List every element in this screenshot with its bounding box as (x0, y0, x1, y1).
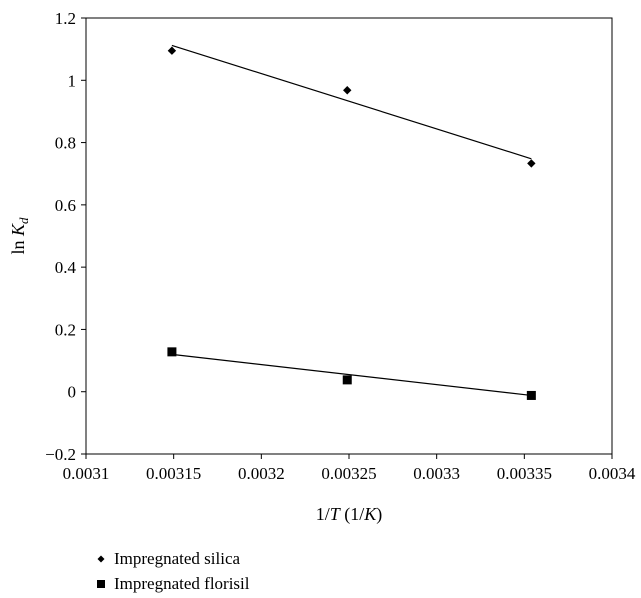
y-axis-title-main: ln (8, 236, 28, 255)
data-point-square (342, 375, 352, 385)
y-tick-label: 1.2 (55, 9, 76, 28)
y-tick-label: 0.6 (55, 196, 76, 215)
data-point-diamond (343, 86, 352, 95)
x-tick-label: 0.00325 (321, 464, 376, 483)
x-tick-label: 0.0033 (413, 464, 460, 483)
legend: Impregnated silica Impregnated florisil (94, 546, 250, 596)
x-axis-title-close: ) (376, 504, 382, 525)
y-tick-label: 0.2 (55, 320, 76, 339)
data-point-square (167, 347, 177, 357)
data-point-square (526, 390, 536, 400)
y-tick-label: −0.2 (45, 445, 76, 464)
legend-item-florisil: Impregnated florisil (94, 571, 250, 596)
y-axis-title: ln Kd (8, 217, 31, 255)
x-axis-ticks: 0.0031 0.00315 0.0032 0.00325 0.0033 0.00335 0… (63, 454, 636, 483)
y-axis-title-sub: d (16, 217, 31, 224)
x-axis-title-unit: (1/ (340, 504, 365, 525)
legend-label-silica: Impregnated silica (114, 549, 241, 568)
square-icon (94, 577, 108, 591)
y-tick-label: 0.8 (55, 134, 76, 153)
x-tick-label: 0.00315 (146, 464, 201, 483)
x-tick-label: 0.0032 (238, 464, 285, 483)
x-tick-label: 0.00335 (497, 464, 552, 483)
x-axis-title: 1/T (1/K) (316, 504, 383, 525)
y-axis-ticks: −0.2 0 0.2 0.4 0.6 0.8 1 1.2 (45, 9, 86, 464)
x-axis-title-var: T (330, 504, 342, 524)
x-axis-title-main: 1/ (316, 504, 330, 524)
y-tick-label: 1 (68, 71, 77, 90)
x-axis-title-unit-var: K (363, 504, 377, 524)
trendline-series-0 (171, 44, 532, 160)
data-point-diamond (167, 46, 177, 55)
plot-area (85, 17, 613, 455)
data-points (167, 46, 536, 400)
x-tick-label: 0.0031 (63, 464, 110, 483)
diamond-icon (94, 552, 108, 566)
trendline-series-1 (171, 353, 532, 397)
data-point-diamond (527, 159, 536, 168)
y-tick-label: 0 (68, 383, 77, 402)
y-axis-title-var: K (8, 223, 28, 237)
trendlines (171, 44, 532, 397)
legend-label-florisil: Impregnated florisil (114, 574, 250, 593)
x-tick-label: 0.0034 (589, 464, 636, 483)
scatter-chart: −0.200.20.40.60.811.2 0.0031 0.00315 0.003… (8, 9, 636, 525)
y-tick-label: 0.4 (55, 258, 77, 277)
legend-item-silica: Impregnated silica (94, 546, 250, 571)
